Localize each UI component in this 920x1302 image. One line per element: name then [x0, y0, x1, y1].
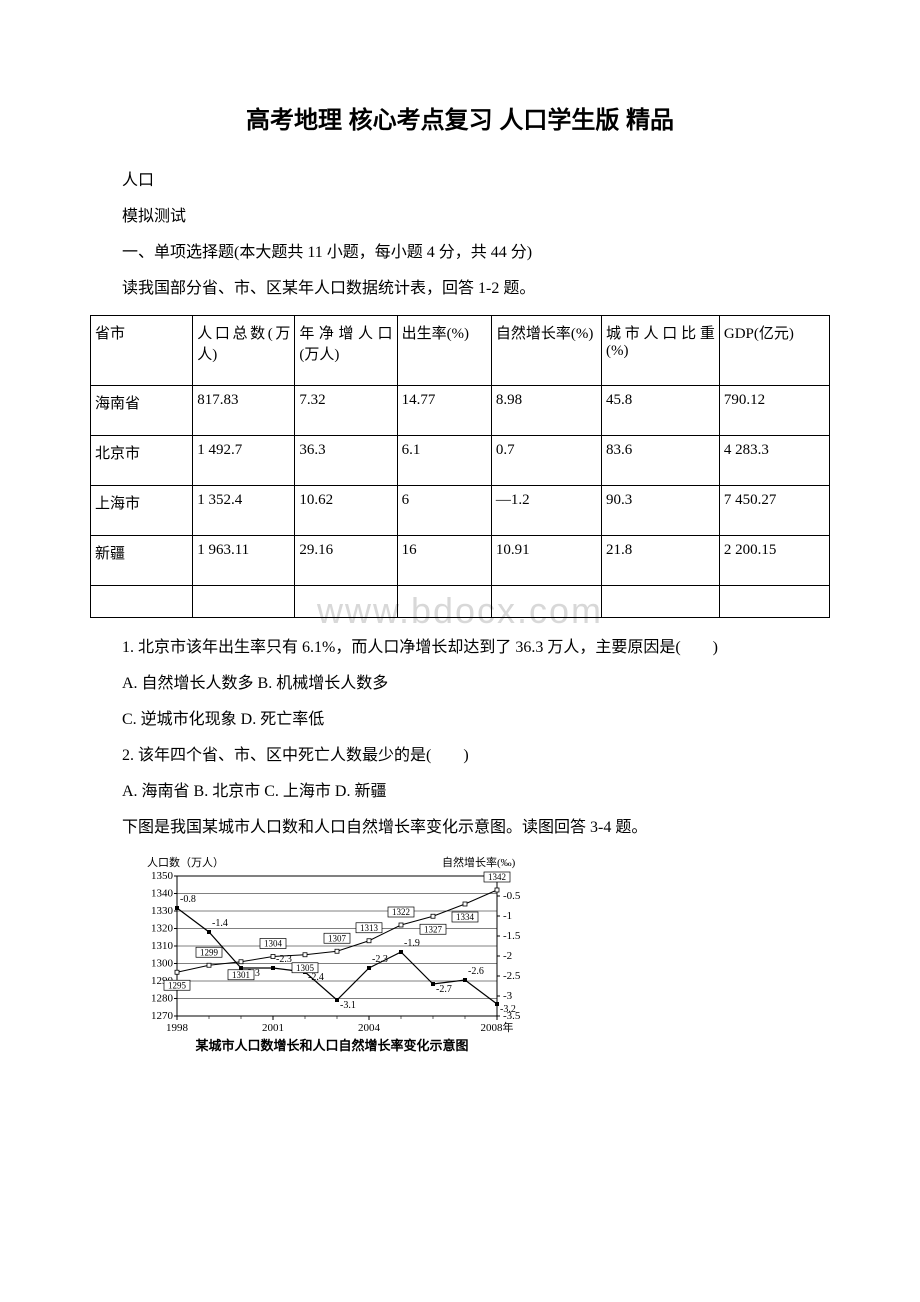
table-cell: 83.6	[601, 436, 719, 486]
table-cell: 1 963.11	[193, 536, 295, 586]
question-1-opts-ab: A. 自然增长人数多 B. 机械增长人数多	[90, 668, 830, 700]
table-cell: 新疆	[91, 536, 193, 586]
table-cell: 1 492.7	[193, 436, 295, 486]
svg-text:-3: -3	[503, 990, 513, 1002]
svg-text:1300: 1300	[151, 958, 174, 970]
svg-text:-2: -2	[503, 950, 512, 962]
table-empty-cell	[719, 586, 829, 618]
question-2-opts: A. 海南省 B. 北京市 C. 上海市 D. 新疆	[90, 776, 830, 808]
svg-text:1330: 1330	[151, 905, 174, 917]
table-header-cell: 出生率(%)	[397, 316, 491, 386]
svg-text:2004: 2004	[358, 1022, 381, 1034]
svg-text:自然增长率(‰): 自然增长率(‰)	[442, 855, 516, 869]
svg-text:-2.5: -2.5	[503, 970, 521, 982]
svg-text:1305: 1305	[296, 963, 315, 973]
text-chart-intro: 下图是我国某城市人口数和人口自然增长率变化示意图。读图回答 3-4 题。	[90, 812, 830, 844]
svg-text:1320: 1320	[151, 923, 174, 935]
chart-figure: 人口数（万人） 自然增长率(‰) 1350 1340 1330 1320 1310 1300 1…	[122, 854, 830, 1059]
table-header-cell: 人口总数(万人)	[193, 316, 295, 386]
svg-text:-1.4: -1.4	[212, 918, 228, 929]
table-empty-cell	[91, 586, 193, 618]
question-2: 2. 该年四个省、市、区中死亡人数最少的是( )	[90, 740, 830, 772]
table-cell: 790.12	[719, 386, 829, 436]
table-cell: 0.7	[491, 436, 601, 486]
table-cell: 45.8	[601, 386, 719, 436]
svg-text:1334: 1334	[456, 912, 475, 922]
table-cell: 16	[397, 536, 491, 586]
table-cell: 29.16	[295, 536, 397, 586]
table-empty-cell	[295, 586, 397, 618]
svg-text:1310: 1310	[151, 940, 174, 952]
table-cell: 10.91	[491, 536, 601, 586]
table-header-cell: GDP(亿元)	[719, 316, 829, 386]
svg-text:1998: 1998	[166, 1022, 189, 1034]
svg-text:-3.2: -3.2	[500, 1004, 516, 1015]
svg-text:1301: 1301	[232, 970, 250, 980]
svg-text:1322: 1322	[392, 907, 410, 917]
question-1: 1. 北京市该年出生率只有 6.1%，而人口净增长却达到了 36.3 万人，主要…	[90, 632, 830, 664]
svg-text:1340: 1340	[151, 888, 174, 900]
text-subtopic: 模拟测试	[90, 201, 830, 233]
svg-text:1350: 1350	[151, 870, 174, 882]
table-cell: 7 450.27	[719, 486, 829, 536]
table-cell: 2 200.15	[719, 536, 829, 586]
table-cell: 14.77	[397, 386, 491, 436]
table-header-cell: 自然增长率(%)	[491, 316, 601, 386]
text-instructions: 一、单项选择题(本大题共 11 小题，每小题 4 分，共 44 分)	[90, 237, 830, 269]
svg-text:-2.6: -2.6	[468, 966, 484, 977]
table-header-cell: 省市	[91, 316, 193, 386]
svg-text:1295: 1295	[168, 980, 187, 990]
table-cell: 海南省	[91, 386, 193, 436]
svg-text:-0.5: -0.5	[503, 890, 521, 902]
page-title: 高考地理 核心考点复习 人口学生版 精品	[90, 100, 830, 135]
table-cell: 1 352.4	[193, 486, 295, 536]
svg-text:-2.4: -2.4	[308, 972, 324, 983]
table-cell: —1.2	[491, 486, 601, 536]
table-cell: 817.83	[193, 386, 295, 436]
table-empty-cell	[601, 586, 719, 618]
text-table-intro: 读我国部分省、市、区某年人口数据统计表，回答 1-2 题。	[90, 273, 830, 305]
svg-text:1280: 1280	[151, 993, 174, 1005]
svg-text:某城市人口数增长和人口自然增长率变化示意图: 某城市人口数增长和人口自然增长率变化示意图	[194, 1038, 468, 1053]
svg-text:1304: 1304	[264, 939, 283, 949]
svg-text:1299: 1299	[200, 947, 219, 957]
table-header-cell: 年净增人口(万人)	[295, 316, 397, 386]
text-topic: 人口	[90, 165, 830, 197]
table-cell: 4 283.3	[719, 436, 829, 486]
table-cell: 6.1	[397, 436, 491, 486]
table-cell: 7.32	[295, 386, 397, 436]
svg-text:人口数（万人）: 人口数（万人）	[147, 856, 224, 869]
table-empty-cell	[397, 586, 491, 618]
svg-text:1307: 1307	[328, 933, 347, 943]
svg-text:1327: 1327	[424, 924, 443, 934]
table-empty-cell	[193, 586, 295, 618]
svg-text:-1.5: -1.5	[503, 930, 521, 942]
table-cell: 上海市	[91, 486, 193, 536]
table-cell: 90.3	[601, 486, 719, 536]
data-table: 省市人口总数(万人)年净增人口(万人)出生率(%)自然增长率(%)城市人口比重(…	[90, 315, 830, 618]
svg-text:1342: 1342	[488, 872, 506, 882]
svg-text:-2.3: -2.3	[372, 954, 388, 965]
svg-text:1313: 1313	[360, 923, 379, 933]
svg-text:-0.8: -0.8	[180, 894, 196, 905]
table-cell: 8.98	[491, 386, 601, 436]
svg-text:1270: 1270	[151, 1010, 174, 1022]
question-1-opts-cd: C. 逆城市化现象 D. 死亡率低	[90, 704, 830, 736]
svg-text:-3.1: -3.1	[340, 1000, 356, 1011]
table-empty-cell	[491, 586, 601, 618]
table-header-cell: 城市人口比重(%)	[601, 316, 719, 386]
svg-text:-1: -1	[503, 910, 512, 922]
svg-text:-2.7: -2.7	[436, 984, 452, 995]
table-cell: 21.8	[601, 536, 719, 586]
table-cell: 北京市	[91, 436, 193, 486]
svg-text:2008年: 2008年	[481, 1020, 514, 1034]
table-cell: 36.3	[295, 436, 397, 486]
svg-text:-1.9: -1.9	[404, 938, 420, 949]
table-cell: 10.62	[295, 486, 397, 536]
table-cell: 6	[397, 486, 491, 536]
svg-text:2001: 2001	[262, 1022, 284, 1034]
